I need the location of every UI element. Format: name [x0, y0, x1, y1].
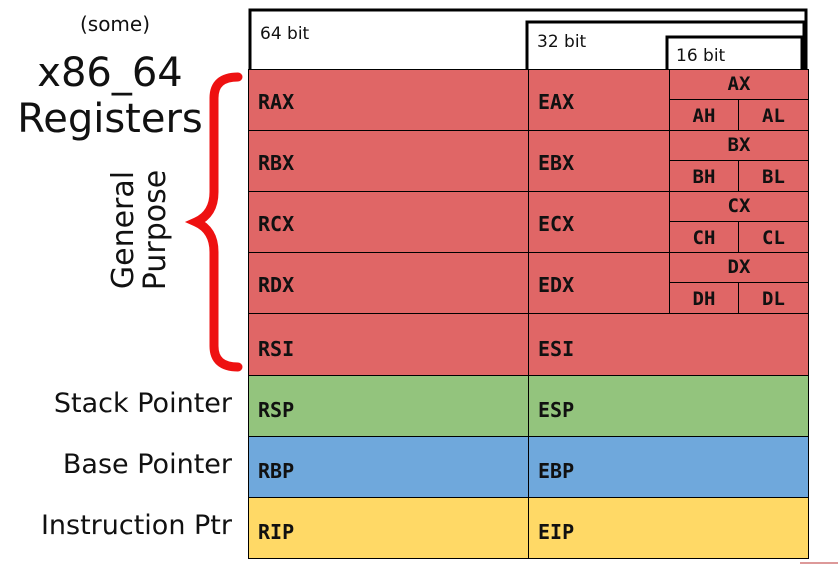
register-ch: CH [669, 221, 739, 253]
bracket-32bit [525, 20, 806, 70]
register-rax: RAX [248, 69, 529, 131]
register-ecx-label: ECX [538, 212, 575, 236]
register-rip-label: RIP [258, 520, 295, 544]
register-ebp-label: EBP [538, 459, 575, 483]
register-dx: DX [669, 252, 809, 283]
register-bh: BH [669, 160, 739, 192]
register-rcx: RCX [248, 191, 529, 253]
register-al: AL [738, 99, 809, 131]
base-pointer-label: Base Pointer [62, 449, 232, 480]
register-dh: DH [669, 282, 739, 314]
register-rsp-label: RSP [258, 398, 295, 422]
title-prefix: (some) [79, 12, 151, 36]
header-32bit: 32 bit [537, 32, 587, 52]
register-ebp: EBP [528, 436, 809, 498]
register-cx: CX [669, 191, 809, 222]
register-esi: ESI [528, 313, 809, 376]
register-ecx: ECX [528, 191, 670, 253]
register-bx: BX [669, 130, 809, 161]
register-esi-label: ESI [538, 337, 575, 361]
title-line-1: x86_64 [37, 50, 183, 96]
register-eip-label: EIP [538, 520, 575, 544]
register-edx: EDX [528, 252, 670, 314]
register-eip: EIP [528, 497, 809, 559]
register-cl: CL [738, 221, 809, 253]
register-rsp: RSP [248, 375, 529, 437]
page-title: x86_64 Registers [10, 50, 210, 142]
register-rip: RIP [248, 497, 529, 559]
register-rbx-label: RBX [258, 151, 295, 175]
register-rbp: RBP [248, 436, 529, 498]
register-rbx: RBX [248, 130, 529, 192]
register-ax: AX [669, 69, 809, 100]
stack-pointer-label: Stack Pointer [53, 388, 232, 419]
register-ebx: EBX [528, 130, 670, 192]
register-ebx-label: EBX [538, 151, 575, 175]
register-rsi-label: RSI [258, 337, 295, 361]
title-line-2: Registers [17, 96, 203, 142]
register-rdx-label: RDX [258, 273, 295, 297]
register-rax-label: RAX [258, 90, 295, 114]
bracket-16bit [665, 35, 804, 70]
header-64bit: 64 bit [260, 24, 310, 44]
register-rbp-label: RBP [258, 459, 295, 483]
header-16bit: 16 bit [676, 46, 726, 66]
brace-icon [184, 72, 243, 372]
register-bl: BL [738, 160, 809, 192]
register-ah: AH [669, 99, 739, 131]
register-rcx-label: RCX [258, 212, 295, 236]
register-rsi: RSI [248, 313, 529, 376]
register-eax-label: EAX [538, 90, 575, 114]
register-esp: ESP [528, 375, 809, 437]
register-eax: EAX [528, 69, 670, 131]
instruction-ptr-label: Instruction Ptr [40, 510, 232, 541]
register-dl: DL [738, 282, 809, 314]
register-edx-label: EDX [538, 273, 575, 297]
register-rdx: RDX [248, 252, 529, 314]
register-esp-label: ESP [538, 398, 575, 422]
bracket-64bit [248, 8, 808, 70]
